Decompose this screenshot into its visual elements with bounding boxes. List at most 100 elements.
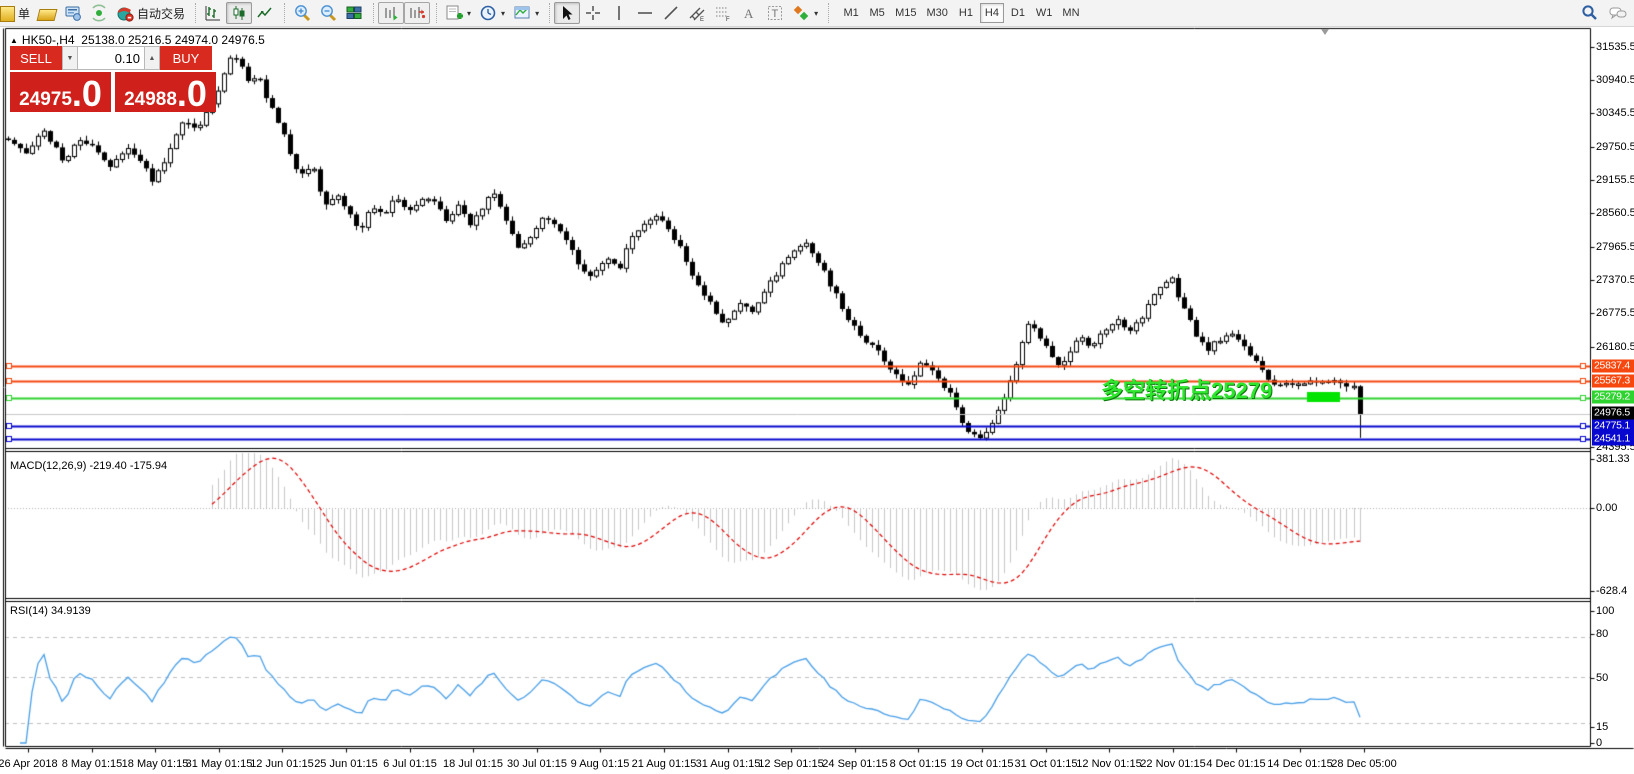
tile-windows-icon: [345, 4, 363, 22]
axis-tick-label: 26180.5: [1596, 341, 1634, 353]
add-indicator-icon: [445, 4, 464, 22]
new-order-button[interactable]: 单: [0, 2, 34, 24]
terminal-button[interactable]: [60, 2, 86, 24]
date-tick-label: 21 Aug 01:15: [631, 758, 697, 770]
equidistant-channel-button[interactable]: E: [684, 2, 710, 24]
axis-tick-label: 29155.5: [1596, 174, 1634, 186]
timeframe-button[interactable]: M15: [891, 3, 920, 23]
signal-icon: [90, 4, 108, 22]
timeframe-button[interactable]: H1: [954, 3, 978, 23]
templates-button[interactable]: ▾: [509, 2, 543, 24]
timeframe-button[interactable]: D1: [1006, 3, 1030, 23]
zoom-in-button[interactable]: [289, 2, 315, 24]
toolbar-separator: [195, 3, 197, 23]
line-chart-button[interactable]: [252, 2, 278, 24]
bar-chart-button[interactable]: [200, 2, 226, 24]
chart-shift-button[interactable]: [404, 2, 431, 24]
candlestick-chart-button[interactable]: [226, 2, 253, 24]
search-icon[interactable]: [1580, 4, 1598, 22]
one-click-trading-panel: SELL ▼ ▲ BUY 24975.0 24988.0: [10, 46, 216, 112]
svg-text:A: A: [744, 6, 754, 21]
timeframe-button[interactable]: H4: [979, 3, 1004, 23]
dropdown-caret: ▾: [814, 8, 819, 18]
date-tick-label: 26 Apr 2018: [0, 758, 58, 770]
ohlc-values: 25138.0 25216.5 24974.0 24976.5: [81, 33, 265, 47]
axis-tick-label: 381.33: [1596, 453, 1630, 465]
price-tag[interactable]: 25837.4: [1592, 359, 1634, 373]
toolbar-separator: [436, 3, 438, 23]
timeframe-button[interactable]: W1: [1032, 3, 1057, 23]
auto-scroll-button[interactable]: [378, 2, 405, 24]
arrows-button[interactable]: ▾: [788, 2, 822, 24]
date-tick-label: 28 Dec 05:00: [1331, 758, 1397, 770]
axis-tick-label: 0.00: [1596, 502, 1618, 514]
volume-decrease-button[interactable]: ▼: [62, 46, 78, 70]
auto-trading-button[interactable]: 自动交易: [112, 2, 189, 24]
sell-price-fraction: .0: [71, 73, 102, 115]
axis-tick-label: 50: [1596, 672, 1609, 684]
zoom-out-icon: [319, 4, 337, 22]
bar-chart-icon: [204, 4, 222, 22]
vertical-line-button[interactable]: [606, 2, 632, 24]
cursor-button[interactable]: [554, 2, 581, 24]
template-icon: [513, 4, 531, 22]
timeframe-button[interactable]: MN: [1058, 3, 1083, 23]
turning-point-annotation[interactable]: 多空转折点25279: [1101, 378, 1273, 403]
svg-text:F: F: [726, 17, 730, 22]
timeframe-group: M1 M5 M15 M30 H1 H4 D1 W1 MN: [839, 3, 1083, 23]
zoom-out-button[interactable]: [315, 2, 341, 24]
signal-button[interactable]: [86, 2, 112, 24]
new-order-label: 单: [18, 6, 31, 21]
dropdown-caret: ▾: [535, 8, 540, 18]
fibonacci-button[interactable]: F: [710, 2, 736, 24]
axis-tick-label: 30345.5: [1596, 107, 1634, 119]
cursor-icon: [558, 4, 576, 22]
axis-tick-label: -628.4: [1596, 585, 1628, 597]
text-label-button[interactable]: T: [762, 2, 788, 24]
periods-button[interactable]: ▾: [475, 2, 509, 24]
zoom-in-icon: [293, 4, 311, 22]
timeframe-button[interactable]: M30: [923, 3, 952, 23]
chat-icon[interactable]: [1608, 4, 1627, 22]
sell-button[interactable]: SELL: [10, 46, 62, 70]
chart-shift-icon: [408, 4, 426, 22]
axis-tick-label: 15: [1596, 721, 1609, 733]
price-tag[interactable]: 24976.5: [1592, 406, 1634, 420]
timeframe-button[interactable]: M5: [865, 3, 889, 23]
crosshair-icon: [584, 4, 602, 22]
date-tick-label: 19 Oct 01:15: [950, 758, 1014, 770]
toolbar-separator: [373, 3, 375, 23]
vertical-line-icon: [610, 4, 628, 22]
volume-input[interactable]: [78, 46, 144, 70]
horizontal-line-button[interactable]: [632, 2, 658, 24]
trendline-icon: [662, 4, 680, 22]
collapse-triangle-icon[interactable]: ▲: [10, 36, 18, 45]
crosshair-button[interactable]: [580, 2, 606, 24]
auto-trading-label: 自动交易: [137, 6, 186, 21]
chart-shift-marker-icon[interactable]: [1321, 29, 1329, 35]
tile-windows-button[interactable]: [341, 2, 367, 24]
volume-increase-button[interactable]: ▲: [144, 46, 160, 70]
gold-bar-button[interactable]: [34, 2, 60, 24]
price-tag[interactable]: 25567.3: [1592, 374, 1634, 388]
clock-icon: [479, 4, 497, 22]
date-tick-label: 31 May 01:15: [185, 758, 253, 770]
buy-button[interactable]: BUY: [160, 46, 212, 70]
timeframe-button[interactable]: M1: [839, 3, 863, 23]
text-icon: A: [740, 4, 758, 22]
horizontal-line-icon: [636, 4, 654, 22]
text-button[interactable]: A: [736, 2, 762, 24]
price-tag[interactable]: 25279.2: [1592, 390, 1634, 404]
add-indicator-button[interactable]: ▾: [441, 2, 475, 24]
auto-trading-icon: [116, 4, 134, 22]
toolbar-separator: [828, 3, 830, 23]
price-tag[interactable]: 24541.1: [1592, 432, 1634, 446]
axis-tick-label: 26775.5: [1596, 307, 1634, 319]
sell-price-display[interactable]: 24975.0: [10, 72, 111, 112]
price-tag[interactable]: 24775.1: [1592, 419, 1634, 433]
buy-price-display[interactable]: 24988.0: [115, 72, 216, 112]
macd-indicator-label: MACD(12,26,9) -219.40 -175.94: [10, 460, 168, 472]
trendline-button[interactable]: [658, 2, 684, 24]
new-order-icon: [0, 6, 15, 22]
